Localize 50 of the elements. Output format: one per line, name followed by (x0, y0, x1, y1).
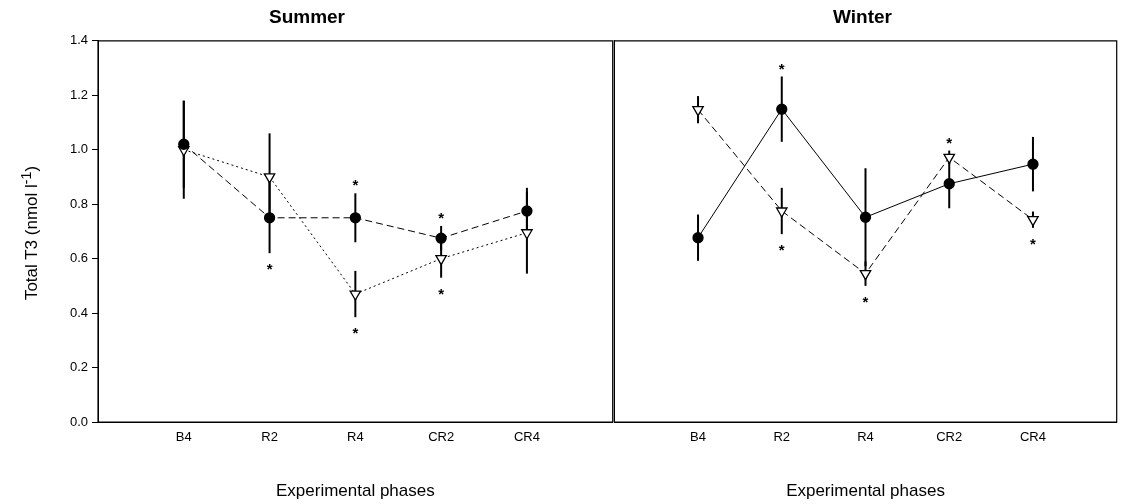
point (435, 232, 447, 244)
point (775, 207, 788, 218)
y-tick-label: 1.4 (69, 32, 88, 48)
annotation: * (946, 133, 953, 151)
annotation: * (352, 324, 359, 342)
annotation: * (352, 176, 359, 194)
point (776, 103, 788, 115)
x-axis-title: Experimental phases (275, 481, 435, 501)
x-tick-label: R4 (347, 429, 364, 445)
point (859, 211, 872, 223)
point (349, 212, 361, 224)
x-tick-label: CR2 (428, 429, 455, 445)
point (435, 254, 447, 266)
y-tick-label: 1.2 (69, 86, 88, 102)
y-tick-label: 0.4 (69, 304, 88, 320)
annotation: * (778, 59, 785, 77)
point (943, 178, 955, 190)
point (521, 229, 533, 240)
x-tick-label: R2 (261, 429, 278, 445)
point (263, 173, 276, 184)
annotation: * (438, 209, 445, 227)
x-tick-label: R4 (857, 429, 874, 445)
point (263, 212, 276, 224)
point (178, 138, 190, 150)
annotation: * (266, 260, 273, 278)
point (521, 205, 533, 217)
point (692, 232, 704, 244)
annotation: * (1030, 235, 1037, 252)
point (349, 290, 362, 301)
x-tick-label: CR2 (936, 429, 963, 445)
x-axis-title: Experimental phases (786, 481, 945, 501)
annotation: * (862, 293, 869, 310)
point (859, 269, 872, 281)
point (943, 153, 956, 164)
x-tick-label: CR4 (1019, 429, 1046, 445)
y-tick-label: 0.8 (69, 195, 88, 211)
point (1027, 216, 1039, 227)
y-tick-label: 0.2 (69, 359, 88, 375)
chart-title: Winter (833, 5, 893, 27)
annotation: * (438, 284, 445, 302)
x-tick-label: B4 (175, 429, 192, 445)
x-tick-label: CR4 (513, 429, 540, 445)
annotation: * (778, 241, 785, 259)
chart-title: Summer (268, 5, 346, 27)
point (1027, 158, 1039, 170)
y-tick-label: 0.6 (69, 250, 88, 266)
x-tick-label: B4 (690, 429, 706, 445)
x-tick-label: R2 (773, 429, 791, 445)
y-tick-label: 0.0 (69, 413, 88, 429)
y-tick-label: 1.0 (69, 141, 88, 157)
